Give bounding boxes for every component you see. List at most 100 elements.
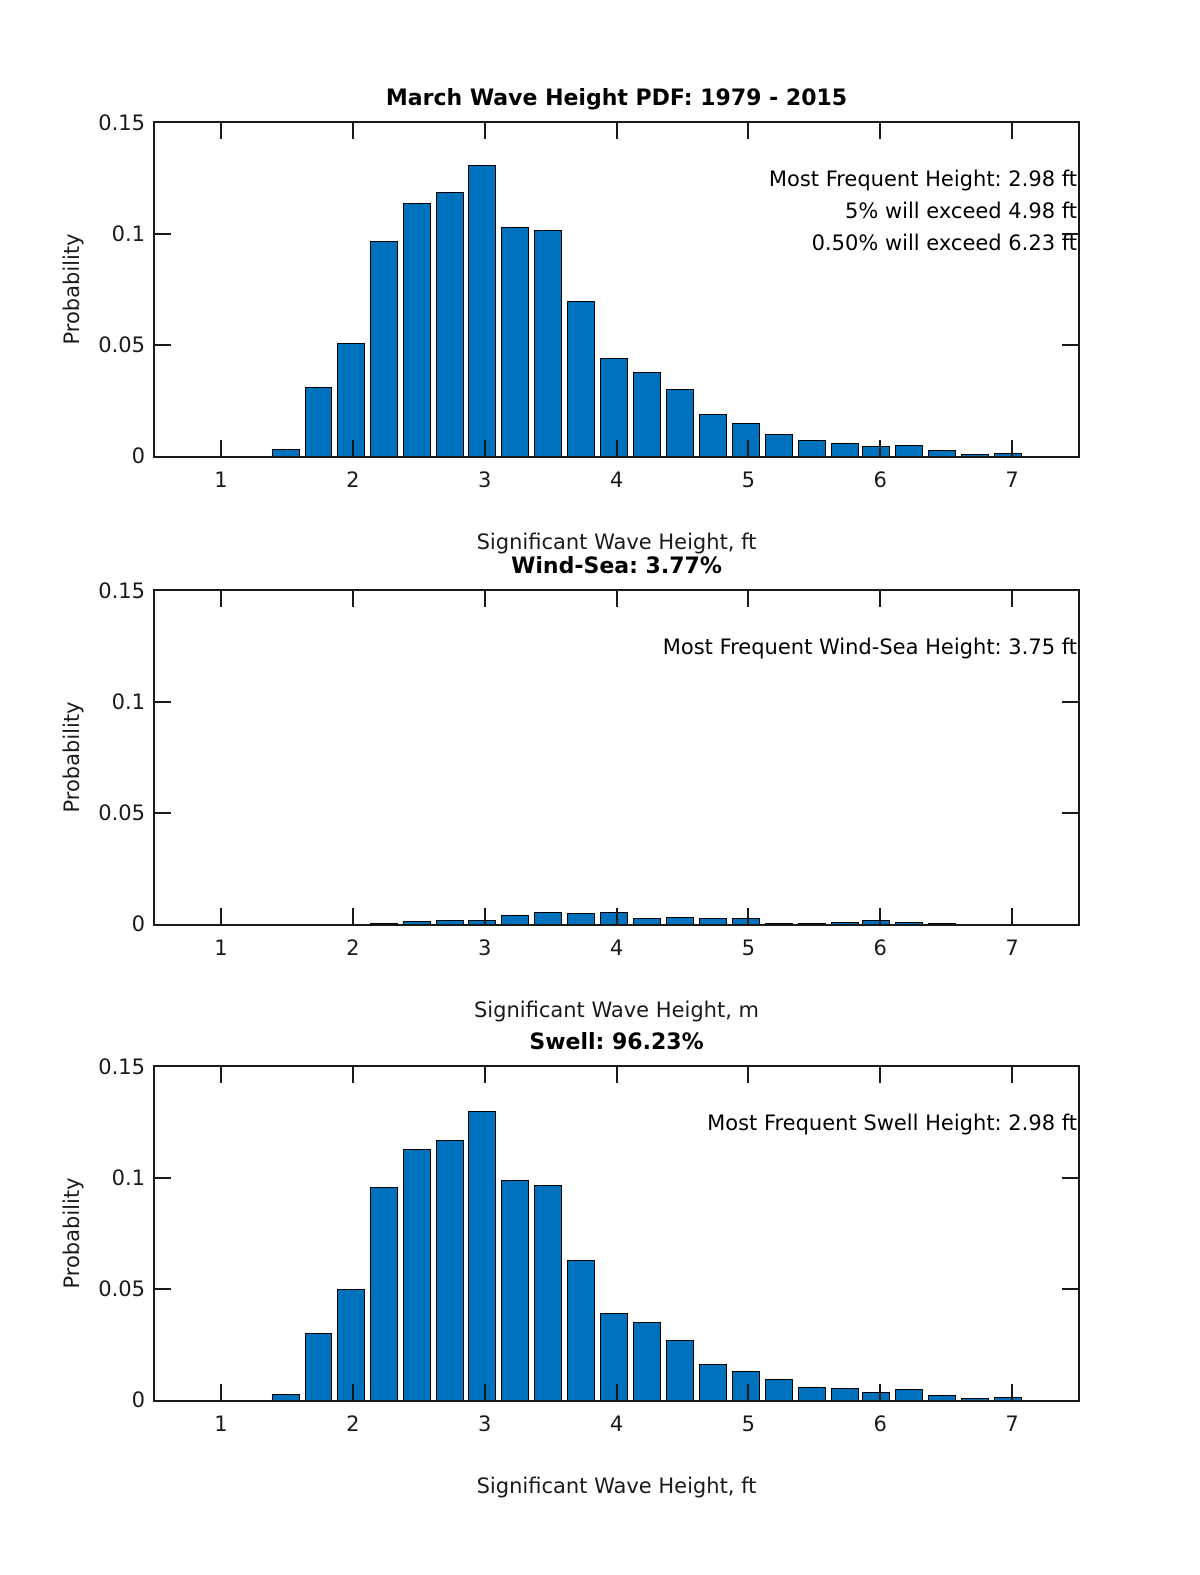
histogram-bar	[862, 920, 891, 924]
histogram-bar	[599, 1313, 628, 1400]
histogram-bar	[665, 1340, 694, 1400]
x-tick-mark	[1011, 440, 1014, 456]
x-tick-mark	[615, 1067, 618, 1083]
histogram-bar	[436, 191, 465, 456]
x-tick-mark	[483, 591, 486, 607]
y-tick-label: 0.05	[98, 333, 145, 357]
y-tick-label: 0	[131, 912, 145, 936]
histogram-bar	[797, 1387, 826, 1400]
histogram-bar	[403, 202, 432, 456]
x-tick-mark	[615, 123, 618, 139]
x-tick-label: 2	[346, 1412, 360, 1436]
x-tick-mark	[351, 591, 354, 607]
x-tick-mark	[615, 440, 618, 456]
histogram-bar	[731, 918, 760, 924]
annotation-block-windsea: Most Frequent Wind-Sea Height: 3.75 ft	[153, 631, 1077, 663]
x-tick-mark	[747, 1067, 750, 1083]
histogram-bar	[533, 1184, 562, 1400]
histogram-bar	[665, 389, 694, 456]
x-tick-mark	[219, 1384, 222, 1400]
x-tick-mark	[879, 1067, 882, 1083]
x-tick-label: 5	[741, 936, 756, 960]
x-tick-label: 7	[1005, 936, 1019, 960]
histogram-bar	[304, 1333, 333, 1400]
y-tick-mark	[155, 1177, 171, 1179]
plot-area-windsea	[153, 589, 1080, 926]
histogram-bar	[304, 387, 333, 456]
x-tick-label: 6	[873, 936, 887, 960]
x-tick-label: 2	[346, 468, 360, 492]
histogram-bar	[271, 1394, 300, 1400]
histogram-bar	[731, 1371, 760, 1400]
y-tick-mark	[155, 812, 171, 814]
x-axis-label-windsea: Significant Wave Height, m	[473, 998, 760, 1022]
y-tick-label: 0.1	[111, 690, 145, 714]
x-tick-label: 7	[1005, 468, 1019, 492]
histogram-bar	[599, 911, 628, 924]
x-tick-label: 6	[873, 468, 887, 492]
x-tick-mark	[1011, 1384, 1014, 1400]
x-tick-label: 3	[477, 936, 492, 960]
y-tick-label: 0.15	[98, 111, 145, 135]
annotation-5pct-exceed: 5% will exceed 4.98 ft	[844, 199, 1077, 223]
x-tick-mark	[351, 123, 354, 139]
x-tick-label: 3	[477, 468, 492, 492]
histogram-bar	[436, 919, 465, 924]
histogram-bar	[566, 912, 595, 924]
histogram-bar	[830, 442, 859, 456]
histogram-bar	[632, 917, 661, 924]
x-tick-mark	[747, 591, 750, 607]
histogram-bar	[928, 450, 957, 456]
histogram-bar	[271, 449, 300, 456]
y-tick-mark	[1062, 1177, 1078, 1179]
annotation-most-frequent-windsea: Most Frequent Wind-Sea Height: 3.75 ft	[662, 635, 1077, 659]
histogram-bar	[895, 922, 924, 924]
x-tick-mark	[483, 1384, 486, 1400]
histogram-bar	[337, 342, 366, 456]
y-tick-label: 0.1	[111, 222, 145, 246]
histogram-bar	[830, 1388, 859, 1400]
histogram-bar	[862, 446, 891, 456]
histogram-bar	[403, 1149, 432, 1400]
y-tick-mark	[155, 701, 171, 703]
y-tick-mark	[155, 233, 171, 235]
histogram-bar	[764, 1379, 793, 1400]
histogram-bar	[632, 371, 661, 456]
histogram-bar	[862, 1392, 891, 1400]
annotation-most-frequent-swell: Most Frequent Swell Height: 2.98 ft	[707, 1111, 1077, 1135]
x-tick-mark	[219, 440, 222, 456]
x-tick-mark	[351, 908, 354, 924]
histogram-bar	[337, 1289, 366, 1400]
plot-area-swell	[153, 1065, 1080, 1402]
histogram-bar	[632, 1322, 661, 1400]
histogram-bar	[500, 1180, 529, 1400]
x-tick-mark	[351, 1384, 354, 1400]
histogram-bar	[599, 358, 628, 456]
x-tick-mark	[615, 908, 618, 924]
x-tick-label: 1	[214, 468, 228, 492]
x-tick-label: 3	[477, 1412, 492, 1436]
x-tick-mark	[747, 908, 750, 924]
x-tick-mark	[483, 440, 486, 456]
y-tick-mark	[1062, 344, 1078, 346]
histogram-bar	[928, 922, 957, 924]
histogram-bar	[764, 433, 793, 456]
histogram-bar	[698, 1364, 727, 1400]
histogram-bar	[764, 922, 793, 924]
x-tick-mark	[747, 1384, 750, 1400]
x-tick-label: 4	[609, 1412, 624, 1436]
x-tick-mark	[219, 1067, 222, 1083]
x-tick-mark	[879, 591, 882, 607]
histogram-bar	[928, 1395, 957, 1400]
y-tick-label: 0	[131, 444, 145, 468]
x-tick-mark	[615, 591, 618, 607]
x-tick-mark	[1011, 908, 1014, 924]
x-tick-mark	[1011, 591, 1014, 607]
y-axis-label-total: Probability	[60, 233, 84, 345]
y-tick-label: 0.1	[111, 1166, 145, 1190]
x-tick-mark	[351, 440, 354, 456]
y-tick-label: 0.05	[98, 801, 145, 825]
chart-title-swell: Swell: 96.23%	[529, 1030, 704, 1055]
histogram-bar	[797, 922, 826, 924]
